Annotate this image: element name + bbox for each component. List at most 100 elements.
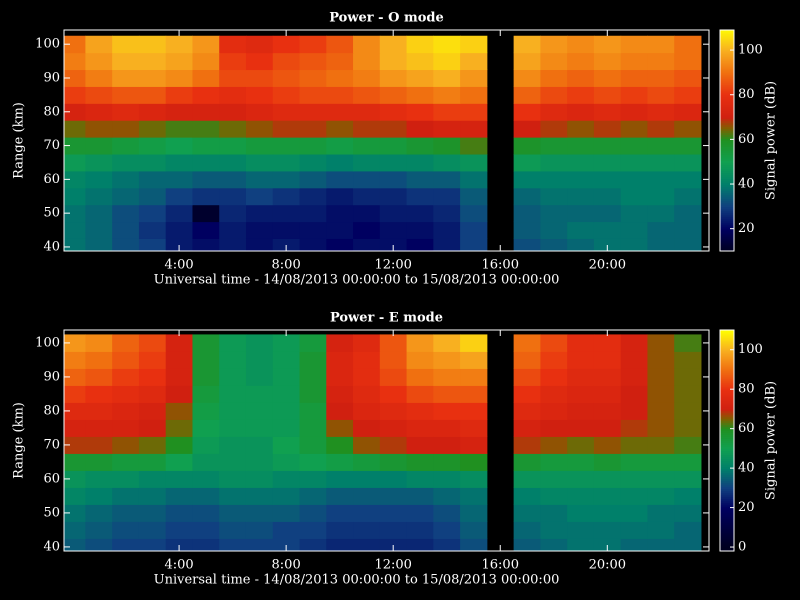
heat-cell — [326, 69, 354, 87]
heat-cell — [112, 35, 140, 54]
colorbar-step — [720, 84, 734, 87]
heat-cell — [433, 187, 461, 206]
heat-cell — [112, 69, 140, 87]
heat-cell — [460, 521, 488, 539]
heat-cell — [674, 351, 702, 369]
heat-cell — [620, 238, 648, 251]
heat-cell — [299, 154, 327, 172]
heat-cell — [64, 35, 86, 54]
colorbar-step — [720, 230, 734, 234]
heat-cell — [85, 538, 113, 551]
heat-cell — [165, 187, 193, 206]
heat-cell — [299, 487, 327, 505]
heat-cell — [460, 120, 488, 138]
heat-cell — [219, 453, 247, 471]
heat-cell — [64, 137, 86, 155]
heat-cell — [460, 487, 488, 505]
heat-cell — [192, 204, 220, 223]
colorbar-step — [720, 388, 734, 391]
heat-cell — [272, 120, 301, 138]
heat-cell — [219, 385, 247, 403]
heat-cell — [219, 120, 247, 138]
heat-cell — [326, 334, 354, 352]
heat-cell — [593, 368, 622, 386]
colorbar-step — [720, 366, 734, 369]
colorbar-step — [720, 508, 734, 512]
heat-cell — [460, 453, 488, 471]
chart-title: Power - E mode — [330, 311, 443, 326]
heat-cell — [219, 334, 247, 352]
heat-cell — [64, 334, 86, 352]
colorbar-step — [720, 96, 734, 99]
heat-cell — [379, 385, 408, 403]
heat-cell — [353, 538, 381, 551]
heat-cell — [219, 221, 247, 239]
heat-cell — [379, 52, 408, 71]
colorbar-step — [720, 512, 734, 516]
heat-cell — [85, 368, 113, 386]
heat-cell — [112, 187, 140, 206]
heat-cell — [165, 86, 193, 104]
heat-cell — [406, 103, 434, 121]
heat-cell — [353, 35, 381, 54]
colorbar-step — [720, 76, 734, 79]
heat-cell — [138, 154, 167, 172]
heat-cell — [138, 487, 167, 505]
colorbar-step — [720, 164, 734, 168]
colorbar-step — [720, 332, 734, 335]
heat-cell — [272, 204, 301, 223]
heat-cell — [647, 238, 675, 251]
heat-cell — [112, 538, 140, 551]
heat-cell — [647, 221, 675, 239]
heat-cell — [406, 453, 434, 471]
heat-cell — [540, 170, 568, 189]
colorbar-step — [720, 94, 734, 97]
heat-cell — [192, 170, 220, 189]
heat-cell — [647, 52, 675, 71]
heat-cell — [353, 120, 381, 138]
y-tick-label: 40 — [43, 239, 60, 254]
heat-cell — [647, 86, 675, 104]
heat-cell — [567, 35, 595, 54]
heat-cell — [433, 453, 461, 471]
heat-cell — [353, 351, 381, 369]
heat-cell — [593, 86, 622, 104]
heat-cell — [647, 35, 675, 54]
heat-cell — [647, 368, 675, 386]
heat-cell — [112, 86, 140, 104]
colorbar-step — [720, 434, 734, 437]
heat-cell — [165, 351, 193, 369]
heat-cell — [165, 385, 193, 403]
heat-cell — [379, 170, 408, 189]
heat-cell — [219, 368, 247, 386]
heat-cell — [192, 419, 220, 437]
heat-cell — [245, 204, 274, 223]
heat-cell — [513, 238, 541, 251]
heat-cell — [406, 187, 434, 206]
colorbar-frame — [719, 329, 735, 552]
heat-cell — [64, 187, 86, 206]
heat-cell — [85, 69, 113, 87]
heat-cell — [540, 154, 568, 172]
colorbar-step — [720, 330, 734, 333]
colorbar-step — [720, 168, 734, 172]
heat-cell — [299, 402, 327, 420]
heat-cell — [379, 470, 408, 488]
heat-cell — [272, 419, 301, 437]
colorbar-step — [720, 52, 734, 55]
colorbar-step — [720, 196, 734, 200]
heat-cell — [460, 221, 488, 239]
heat-cell — [165, 334, 193, 352]
colorbar-step — [720, 248, 734, 252]
heat-cell — [138, 402, 167, 420]
heat-cell — [593, 351, 622, 369]
heat-cell — [353, 52, 381, 71]
heat-cell — [85, 154, 113, 172]
heat-cell — [674, 35, 702, 54]
heat-cell — [353, 487, 381, 505]
heat-cell — [460, 204, 488, 223]
heat-cell — [647, 170, 675, 189]
heat-cell — [567, 453, 595, 471]
heat-cell — [245, 436, 274, 454]
